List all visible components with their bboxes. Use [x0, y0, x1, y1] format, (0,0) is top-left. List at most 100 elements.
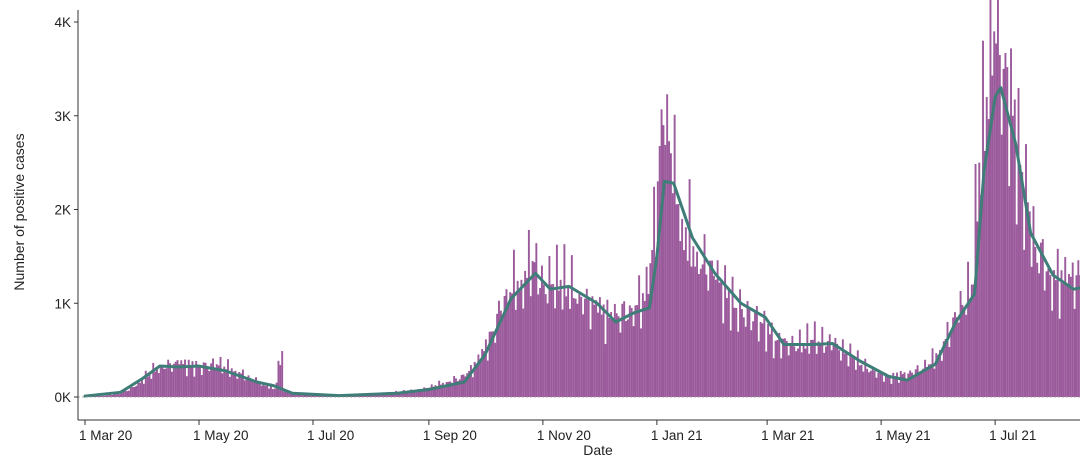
daily-bar	[498, 300, 500, 397]
daily-bar	[255, 377, 257, 397]
daily-bar	[176, 360, 179, 397]
daily-bar	[406, 391, 409, 397]
daily-bar	[864, 358, 867, 397]
daily-bar	[632, 326, 635, 397]
daily-bar	[184, 359, 186, 397]
y-tick-label: 1K	[54, 296, 71, 311]
daily-bar	[647, 293, 650, 398]
daily-bar	[492, 331, 495, 398]
daily-bar	[541, 265, 543, 397]
daily-bar	[172, 363, 175, 397]
daily-bar	[740, 309, 743, 397]
daily-bar	[273, 388, 276, 397]
daily-bar	[1021, 172, 1024, 397]
daily-bar	[473, 361, 476, 397]
daily-bar	[384, 393, 386, 397]
daily-bar	[223, 366, 226, 397]
daily-bar	[509, 292, 512, 397]
daily-bar	[817, 341, 820, 397]
daily-bar	[853, 357, 856, 397]
x-tick-label: 1 Jan 21	[651, 428, 703, 443]
daily-bar	[193, 376, 196, 397]
daily-bar	[447, 381, 450, 397]
daily-bar	[795, 351, 798, 397]
daily-bar	[924, 359, 927, 397]
daily-bar	[963, 307, 966, 397]
daily-bar	[415, 390, 418, 397]
x-tick-label: 1 Mar 21	[761, 428, 814, 443]
daily-bar	[570, 255, 573, 397]
daily-bar	[823, 352, 826, 397]
daily-bar	[299, 393, 302, 397]
daily-bar	[1069, 276, 1072, 397]
daily-bar	[668, 141, 670, 397]
daily-bar	[828, 334, 831, 397]
x-tick-label: 1 Sep 20	[423, 428, 477, 443]
daily-bar	[124, 390, 127, 397]
daily-bar	[1006, 67, 1009, 397]
daily-bar	[600, 314, 603, 397]
daily-bar	[445, 382, 448, 397]
daily-bar	[750, 330, 753, 397]
daily-bar	[911, 372, 913, 397]
daily-bar	[804, 348, 807, 397]
x-tick-label: 1 May 21	[875, 428, 931, 443]
daily-bar	[535, 243, 538, 397]
daily-bar	[580, 296, 583, 397]
daily-bar	[909, 370, 912, 397]
daily-bar	[673, 114, 676, 398]
daily-bar	[486, 360, 489, 397]
daily-bar	[626, 319, 629, 397]
daily-bar	[776, 340, 779, 397]
daily-bar	[516, 280, 519, 397]
daily-bar	[144, 370, 147, 397]
daily-bar	[105, 395, 108, 397]
daily-bar	[434, 385, 437, 397]
daily-bar	[99, 395, 102, 397]
daily-bar	[148, 373, 151, 397]
daily-bar	[957, 322, 960, 397]
daily-bar	[744, 326, 747, 397]
daily-bar	[524, 270, 527, 397]
daily-bar	[939, 350, 941, 398]
daily-bar	[789, 344, 792, 397]
daily-bar	[1023, 249, 1026, 397]
daily-bar	[903, 372, 906, 397]
daily-bar	[998, 55, 1001, 397]
daily-bar	[471, 377, 474, 397]
x-tick-label: 1 Jul 20	[307, 428, 354, 443]
daily-bar	[935, 353, 938, 397]
daily-bar	[256, 381, 259, 397]
daily-bar	[1039, 242, 1042, 397]
daily-bar	[604, 344, 607, 397]
daily-bar	[191, 361, 194, 397]
daily-bar	[296, 394, 299, 397]
daily-bar	[671, 193, 674, 397]
daily-bar	[808, 353, 811, 397]
daily-bar	[840, 360, 842, 397]
daily-bar	[696, 251, 699, 397]
daily-bar	[221, 373, 224, 397]
daily-bar	[720, 280, 723, 397]
daily-bar	[262, 383, 265, 398]
daily-bar	[587, 297, 590, 397]
daily-bar	[303, 394, 306, 397]
daily-bar	[802, 344, 805, 397]
daily-bar	[916, 365, 919, 397]
daily-bar	[481, 348, 484, 397]
y-axis-title: Number of positive cases	[11, 133, 27, 290]
daily-bar	[697, 274, 700, 397]
daily-bar	[731, 276, 734, 397]
daily-bar	[501, 314, 504, 397]
daily-bar	[455, 378, 457, 397]
daily-bar	[178, 364, 181, 397]
daily-bar	[1002, 68, 1005, 398]
daily-bar	[284, 390, 287, 397]
daily-bar	[959, 290, 962, 397]
daily-bar	[514, 309, 517, 397]
daily-bar	[236, 378, 239, 397]
daily-bar	[1036, 262, 1039, 397]
daily-bar	[232, 371, 235, 397]
daily-bar	[441, 382, 444, 397]
